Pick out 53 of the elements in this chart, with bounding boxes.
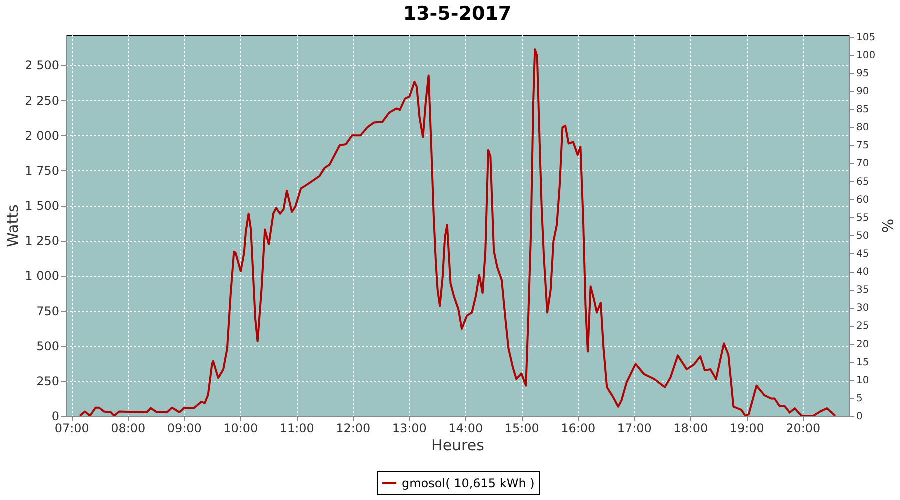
x-tick-label: 12:00 [336,422,371,436]
x-tick-label: 10:00 [224,422,258,436]
y-tick-label: 1 500 [25,199,60,214]
y2-axis-title: % [878,218,897,234]
chart-title: 13-5-2017 [403,2,512,25]
y-tick-label: 1 750 [25,164,60,178]
x-tick-label: 13:00 [392,422,427,436]
x-tick-label: 07:00 [54,422,90,436]
x-tick-label: 17:00 [617,422,652,436]
y-tick-label: 1 250 [25,234,60,248]
legend-label: gmosol( 10,615 kWh ) [402,476,535,490]
y2-tick-label: 45 [856,248,870,260]
y2-tick-label: 60 [856,194,870,206]
y-tick-label: 500 [36,339,60,354]
y2-tick-label: 50 [856,230,870,242]
x-tick-label: 20:00 [786,422,821,436]
x-tick-label: 09:00 [167,422,202,436]
x-tick-label: 19:00 [730,422,764,436]
y-tick-label: 2 500 [25,58,60,73]
y2-tick-label: 90 [856,86,870,98]
y2-tick-label: 55 [856,212,870,224]
y2-tick-label: 10 [856,375,870,386]
y-axis-title: Watts [4,204,22,248]
y-tick-label: 250 [36,374,60,388]
y2-tick-label: 5 [856,393,863,404]
x-tick-label: 18:00 [674,422,708,436]
y2-tick-label: 30 [856,303,870,314]
line-series [79,48,836,416]
y2-tick-label: 15 [856,357,870,368]
y2-tick-label: 75 [856,140,870,152]
y-tick-label: 750 [36,304,60,318]
x-tick-label: 15:00 [504,422,540,436]
y-tick-label: 2 000 [25,128,60,143]
y2-tick-label: 105 [856,32,876,44]
y-tick-label: 0 [52,410,60,424]
x-tick-label: 16:00 [561,422,596,436]
y-tick-label: 1 000 [25,269,60,284]
x-tick-label: 11:00 [280,422,314,436]
y2-tick-label: 100 [856,50,876,62]
y2-tick-label: 80 [856,122,870,134]
x-axis-title: Heures [432,436,485,454]
y2-tick-label: 40 [856,267,870,278]
y2-tick-label: 35 [856,285,870,296]
y2-tick-label: 20 [856,339,870,350]
y2-tick-label: 85 [856,104,870,116]
y2-tick-label: 25 [856,321,870,332]
x-tick-label: 08:00 [111,422,146,436]
y2-tick-label: 0 [856,412,863,422]
y2-tick-label: 65 [856,176,870,188]
x-tick-label: 14:00 [448,422,484,436]
y-tick-label: 2 250 [25,94,60,108]
y2-tick-label: 70 [856,158,870,170]
y2-tick-label: 95 [856,68,870,80]
